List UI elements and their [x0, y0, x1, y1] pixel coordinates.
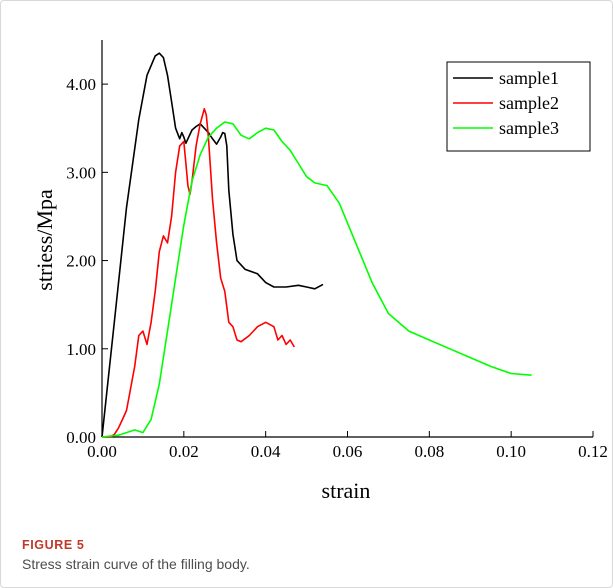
- figure-caption: Stress strain curve of the filling body.: [22, 556, 250, 572]
- series-line-sample3: [101, 121, 532, 438]
- axes: 0.00 0.02 0.04 0.06 0.08 0.10 0.12 0.00 1.00 2.00…: [66, 40, 608, 461]
- x-tick-label: 0.00: [87, 442, 117, 461]
- x-tick-label: 0.10: [496, 442, 526, 461]
- figure-label: FIGURE 5: [22, 538, 85, 552]
- legend: sample1 sample2 sample3: [446, 61, 591, 152]
- series-line-sample1: [101, 52, 324, 438]
- legend-label: sample3: [499, 118, 559, 138]
- x-tick-label: 0.04: [251, 442, 281, 461]
- legend-box: [446, 61, 591, 152]
- x-tick-label: 0.02: [169, 442, 199, 461]
- y-tick-label: 1.00: [66, 340, 96, 359]
- series-layer: [101, 52, 532, 438]
- legend-label: sample1: [499, 68, 559, 88]
- legend-label: sample2: [499, 93, 559, 113]
- y-tick-label: 4.00: [66, 75, 96, 94]
- stress-strain-chart: 0.00 0.02 0.04 0.06 0.08 0.10 0.12 0.00 1.00 2.00…: [32, 40, 608, 503]
- x-axis-label: strain: [322, 478, 371, 503]
- y-tick-label: 0.00: [66, 428, 96, 447]
- series-line-sample2: [102, 108, 295, 438]
- x-tick-label: 0.06: [333, 442, 363, 461]
- y-tick-label: 3.00: [66, 163, 96, 182]
- x-tick-label: 0.12: [578, 442, 608, 461]
- y-tick-label: 2.00: [66, 252, 96, 271]
- x-tick-label: 0.08: [414, 442, 444, 461]
- y-axis-label: striess/Mpa: [32, 189, 57, 291]
